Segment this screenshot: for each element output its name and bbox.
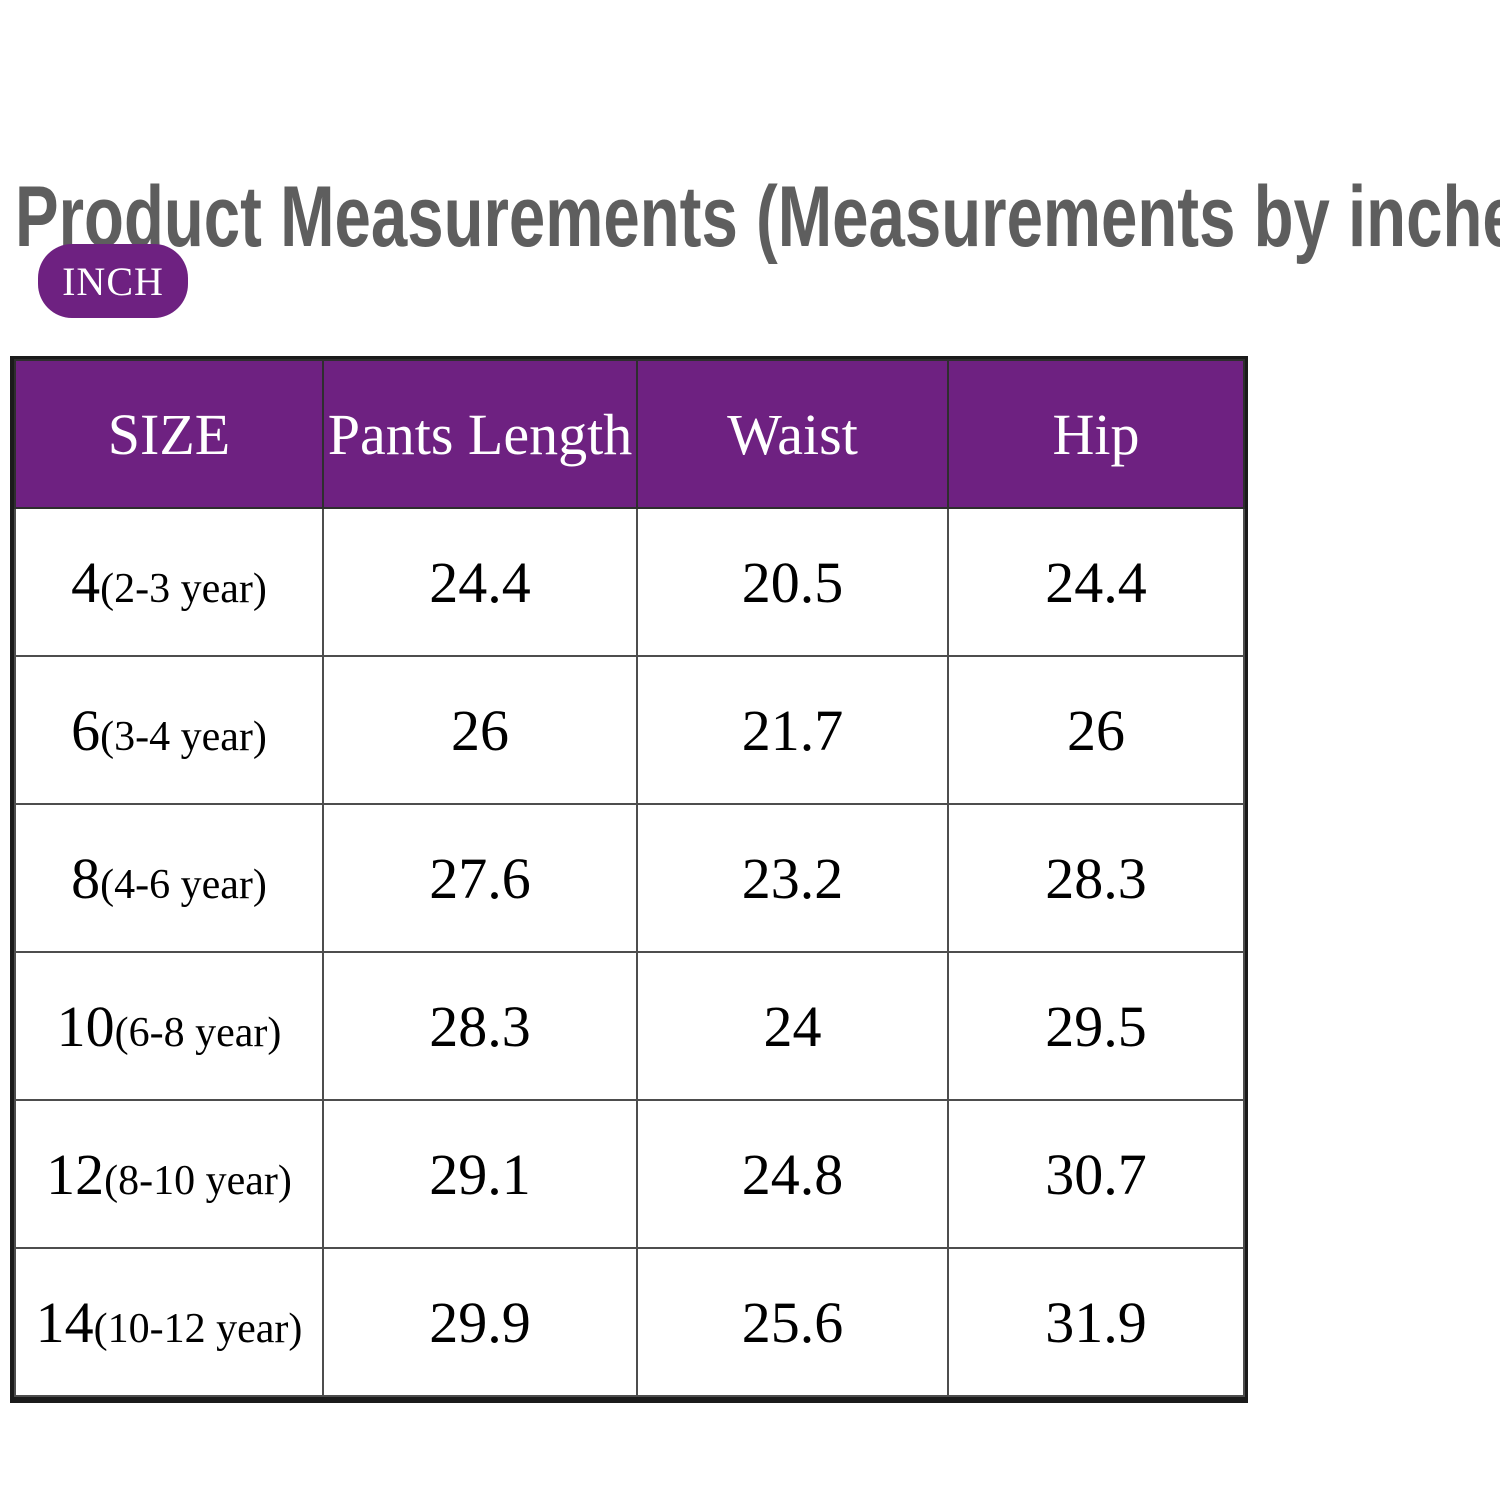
table-row: 4(2-3 year) 24.4 20.5 24.4 — [14, 507, 1245, 657]
size-number: 10 — [56, 993, 115, 1059]
table-body: 4(2-3 year) 24.4 20.5 24.4 6(3-4 year) 2… — [14, 507, 1245, 1397]
hip-cell: 29.5 — [947, 951, 1245, 1101]
waist-cell: 25.6 — [636, 1247, 949, 1397]
waist-cell: 23.2 — [636, 803, 949, 953]
pants-length-cell: 28.3 — [322, 951, 638, 1101]
pants-length-cell: 24.4 — [322, 507, 638, 657]
size-cell: 14(10-12 year) — [14, 1247, 324, 1397]
size-cell: 10(6-8 year) — [14, 951, 324, 1101]
size-number: 14 — [35, 1289, 94, 1355]
hip-cell: 31.9 — [947, 1247, 1245, 1397]
table-row: 12(8-10 year) 29.1 24.8 30.7 — [14, 1099, 1245, 1249]
size-age-range: (4-6 year) — [100, 861, 267, 908]
pants-length-cell: 29.9 — [322, 1247, 638, 1397]
size-number: 6 — [71, 697, 101, 763]
col-header-pants-length: Pants Length — [322, 359, 638, 509]
size-cell: 8(4-6 year) — [14, 803, 324, 953]
size-age-range: (10-12 year) — [93, 1305, 303, 1352]
table-row: 14(10-12 year) 29.9 25.6 31.9 — [14, 1247, 1245, 1397]
hip-cell: 30.7 — [947, 1099, 1245, 1249]
table-row: 8(4-6 year) 27.6 23.2 28.3 — [14, 803, 1245, 953]
waist-cell: 21.7 — [636, 655, 949, 805]
table-row: 6(3-4 year) 26 21.7 26 — [14, 655, 1245, 805]
waist-cell: 24 — [636, 951, 949, 1101]
waist-cell: 24.8 — [636, 1099, 949, 1249]
pants-length-cell: 29.1 — [322, 1099, 638, 1249]
col-header-waist: Waist — [636, 359, 949, 509]
unit-inch-badge[interactable]: INCH — [38, 244, 188, 318]
size-cell: 12(8-10 year) — [14, 1099, 324, 1249]
size-cell: 4(2-3 year) — [14, 507, 324, 657]
size-number: 8 — [71, 845, 101, 911]
col-header-hip: Hip — [947, 359, 1245, 509]
measurements-table: SIZE Pants Length Waist Hip 4(2-3 year) … — [10, 356, 1248, 1403]
col-header-size: SIZE — [14, 359, 324, 509]
size-age-range: (8-10 year) — [104, 1157, 292, 1204]
header-row: SIZE Pants Length Waist Hip — [14, 359, 1245, 509]
hip-cell: 26 — [947, 655, 1245, 805]
hip-cell: 24.4 — [947, 507, 1245, 657]
pants-length-cell: 26 — [322, 655, 638, 805]
waist-cell: 20.5 — [636, 507, 949, 657]
size-age-range: (2-3 year) — [100, 565, 267, 612]
size-number: 12 — [46, 1141, 105, 1207]
page-title: Product Measurements (Measurements by in… — [15, 168, 1500, 265]
pants-length-cell: 27.6 — [322, 803, 638, 953]
size-age-range: (3-4 year) — [100, 713, 267, 760]
size-number: 4 — [71, 549, 101, 615]
size-age-range: (6-8 year) — [114, 1009, 282, 1056]
size-cell: 6(3-4 year) — [14, 655, 324, 805]
hip-cell: 28.3 — [947, 803, 1245, 953]
table-row: 10(6-8 year) 28.3 24 29.5 — [14, 951, 1245, 1101]
